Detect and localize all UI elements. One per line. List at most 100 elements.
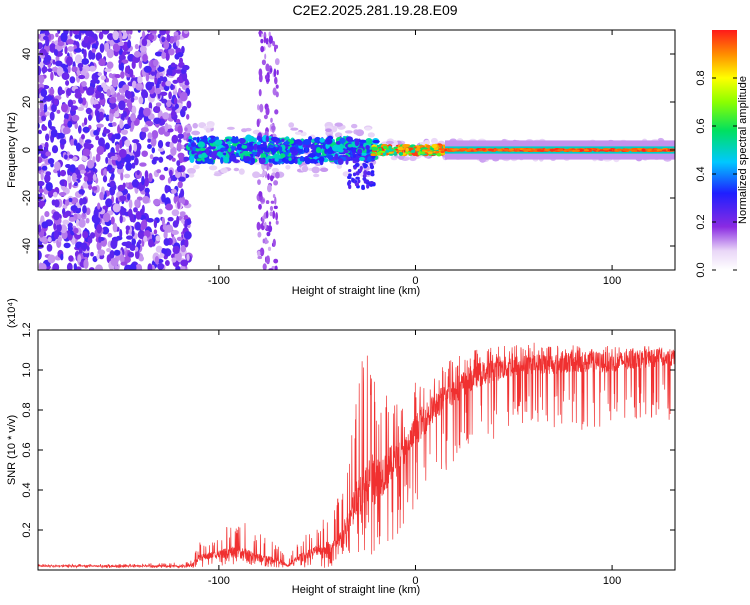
- spectrogram-blob: [180, 244, 187, 253]
- spectrogram-x-ticks: -100 0 100: [208, 30, 621, 287]
- spectrogram-blob: [166, 99, 172, 108]
- spectrogram-blob: [608, 149, 613, 152]
- spectrogram-blob: [124, 139, 131, 147]
- spectrogram-blob: [109, 181, 115, 188]
- spectrogram-blob: [38, 42, 44, 50]
- spectrogram-blob: [125, 65, 130, 74]
- spectrogram-blob: [134, 221, 141, 231]
- spectrogram-blob: [294, 158, 298, 164]
- spectrogram-blob: [275, 220, 279, 225]
- spectrogram-blob: [161, 217, 166, 226]
- spectrogram-blob: [148, 172, 153, 183]
- spectrogram-blob: [61, 207, 66, 216]
- spectrogram-blob: [120, 129, 129, 135]
- spectrogram-blob: [159, 91, 168, 96]
- spectrogram-blob: [95, 30, 102, 33]
- spectrogram-blob: [127, 101, 133, 112]
- spectrogram-blob: [57, 236, 62, 243]
- spectrogram-blob: [69, 30, 73, 37]
- spectrogram-blob: [420, 147, 428, 150]
- spectrogram-blob: [171, 229, 179, 236]
- spectrogram-blob: [177, 181, 183, 189]
- spectrogram-blob: [147, 30, 151, 33]
- spectrogram-blob: [393, 146, 399, 150]
- spectrogram-blob: [93, 129, 99, 136]
- spectrogram-blob: [153, 219, 158, 229]
- spectrogram-blob: [49, 126, 56, 131]
- spectrogram-blob: [137, 83, 143, 88]
- spectrogram-blob: [157, 147, 165, 152]
- spectrogram-blob: [110, 87, 116, 95]
- spectrogram-blob: [466, 149, 471, 152]
- spectrogram-blob: [68, 197, 73, 203]
- spectrogram-blob: [225, 145, 229, 150]
- spectrogram-blob: [258, 203, 262, 210]
- spectrogram-blob: [154, 51, 163, 57]
- spectrogram-blob: [66, 56, 73, 66]
- spectrogram-blob: [269, 205, 274, 212]
- spectrogram-blob: [50, 128, 58, 138]
- spectrogram-blob: [161, 52, 167, 59]
- spectrogram-blob: [205, 147, 210, 154]
- spectrogram-blob: [427, 151, 433, 155]
- spectrogram-blob: [42, 125, 48, 131]
- spectrogram-blob: [115, 133, 121, 140]
- spectrogram-blob: [43, 103, 48, 114]
- spectrogram-blob: [223, 156, 230, 164]
- spectrogram-blob: [61, 103, 68, 113]
- spectrogram-blob: [123, 173, 131, 179]
- spectrogram-blob: [62, 219, 70, 225]
- spectrogram-blob: [173, 97, 178, 105]
- spectrogram-blob: [56, 223, 62, 232]
- spectrogram-blob: [45, 111, 50, 116]
- spectrogram-blob: [180, 259, 189, 267]
- spectrogram-blob: [301, 165, 309, 173]
- figure-title: C2E2.2025.281.19.28.E09: [292, 2, 457, 18]
- spectrogram-blob: [154, 255, 159, 265]
- spectrogram-blob: [280, 153, 286, 159]
- spectrogram-blob: [161, 98, 168, 104]
- spectrogram-blob: [173, 31, 179, 36]
- spectrogram-blob: [158, 208, 163, 215]
- spectrogram-blob: [257, 255, 263, 260]
- spectrogram-blob: [616, 148, 623, 151]
- spectrogram-blob: [503, 149, 510, 152]
- spectrogram-blob: [138, 239, 142, 245]
- spectrogram-blob: [161, 36, 166, 43]
- spectrogram-blob: [631, 149, 636, 152]
- spectrogram-blob: [272, 210, 276, 219]
- spectrogram-blob: [215, 136, 219, 141]
- spectrogram-blob: [170, 188, 177, 194]
- spectrogram-blob: [275, 84, 279, 89]
- spectrogram-blob: [67, 226, 73, 232]
- spectrogram-blob: [101, 82, 107, 89]
- spectrogram-blob: [302, 138, 311, 146]
- spectrogram-blob: [143, 65, 152, 73]
- spectrogram-blob: [165, 80, 172, 87]
- spectrogram-blob: [66, 262, 73, 270]
- snr-y-tick-label: 0.4: [21, 482, 33, 497]
- spectrogram-blob: [304, 145, 308, 153]
- snr-y-ticks: 0.2 0.4 0.6 0.8 1.0 1.2: [21, 322, 675, 538]
- spectrogram-blob: [72, 30, 80, 35]
- spectrogram-blob: [147, 138, 152, 143]
- spectrogram-blob: [402, 152, 407, 155]
- spectrogram-blob: [130, 155, 135, 161]
- colorbar-tick-label: 0.4: [695, 166, 707, 181]
- spectrogram-blob: [45, 38, 50, 47]
- spectrogram-blob: [52, 191, 58, 198]
- spectrogram-blob: [135, 263, 143, 270]
- snr-y-tick-label: 1.2: [21, 322, 33, 337]
- spectrogram-blob: [166, 128, 174, 133]
- spectrogram-blob: [192, 122, 198, 129]
- spectrogram-blob: [258, 89, 262, 97]
- spectrogram-blob: [49, 111, 55, 121]
- spectrogram-blob: [41, 165, 48, 171]
- spectrogram-blob: [77, 164, 86, 172]
- spectrogram-blob: [90, 96, 95, 106]
- spectrogram-blob: [79, 30, 87, 34]
- spectrogram-blob: [112, 203, 121, 213]
- spectrogram-blob: [438, 147, 445, 151]
- spectrogram-blob: [354, 139, 360, 147]
- spectrogram-y-label: Frequency (Hz): [6, 112, 18, 188]
